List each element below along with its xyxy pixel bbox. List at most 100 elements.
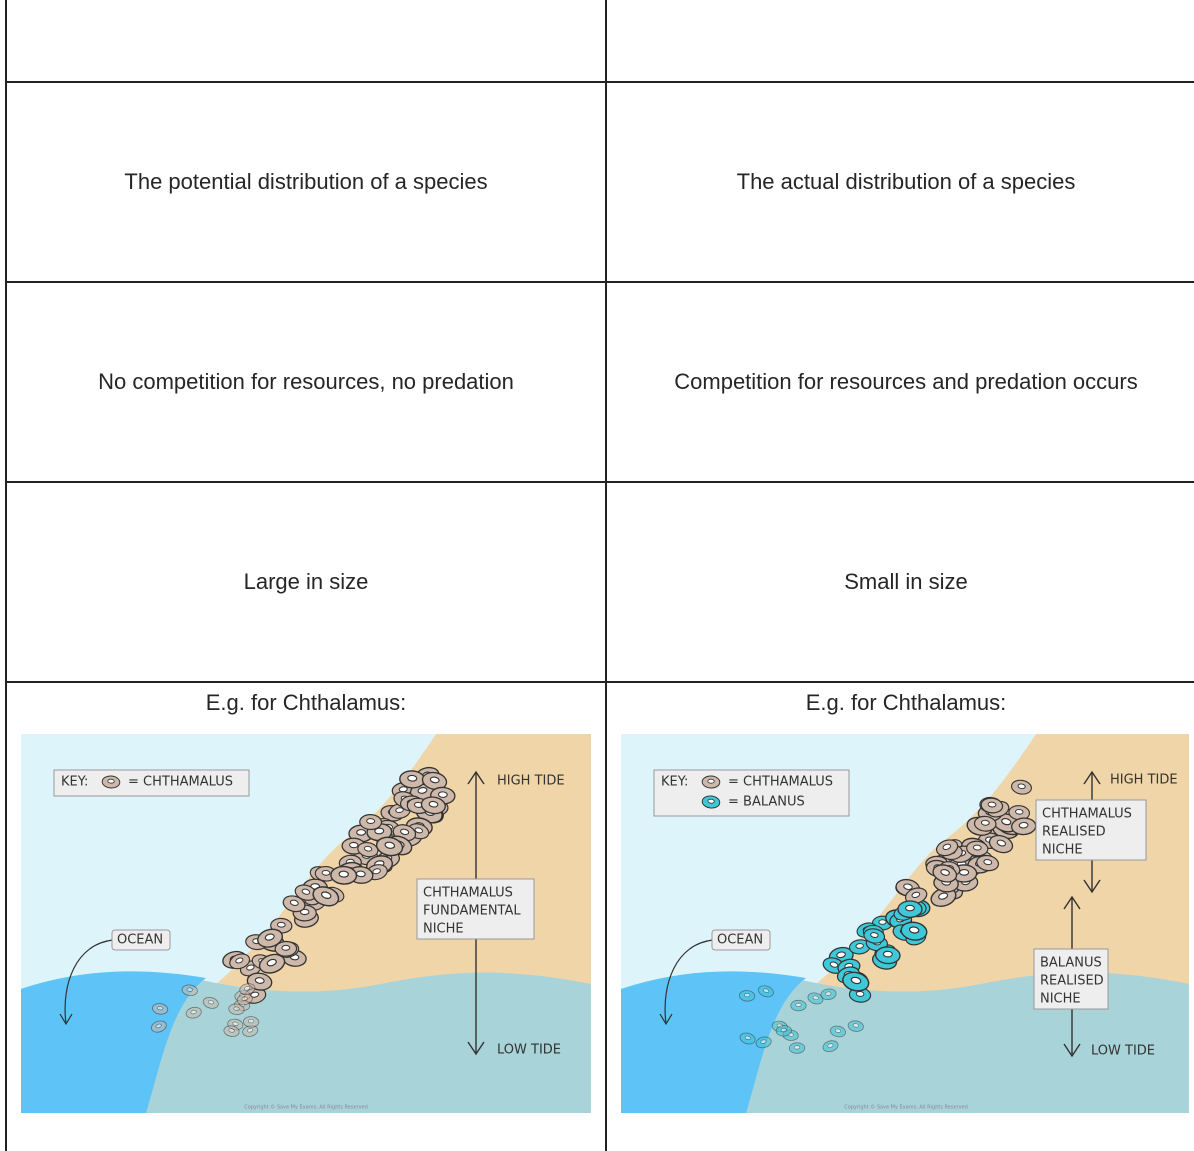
cell-text: Large in size	[243, 569, 369, 594]
niche-label: FUNDAMENTAL	[423, 904, 521, 919]
arrow-head	[467, 1041, 485, 1056]
niche-diagram: KEY: = CHTHAMALUS OCEAN CHTHAMALUS FUNDAMENT…	[21, 734, 591, 1113]
ocean-box	[111, 929, 171, 951]
barnacle	[863, 928, 886, 944]
arrow-head	[1083, 770, 1101, 785]
key-title: KEY:	[661, 775, 688, 790]
barnacle	[257, 928, 283, 948]
barnacle	[223, 1025, 240, 1037]
barnacle	[820, 988, 837, 1001]
table-border	[6, 481, 1194, 483]
barnacle	[357, 842, 379, 858]
barnacle	[101, 775, 121, 789]
arrow-head	[59, 1013, 73, 1026]
arrow-head	[659, 1013, 673, 1026]
high-tide: HIGH TIDE	[497, 774, 565, 789]
ocean-label: OCEAN	[717, 933, 763, 948]
ocean-arrow	[664, 939, 714, 1025]
barnacle	[739, 1032, 756, 1045]
arrow-head	[1063, 1043, 1081, 1058]
barnacle	[330, 865, 358, 885]
arrow-head	[1083, 879, 1101, 894]
table-border	[5, 0, 7, 1151]
cell-text: The actual distribution of a species	[736, 169, 1076, 194]
key-box	[53, 769, 250, 797]
barnacle	[236, 993, 253, 1006]
niche-box	[1033, 948, 1109, 1010]
barnacle	[847, 1020, 864, 1032]
barnacle	[755, 1036, 772, 1049]
caption: E.g. for Chthalamus:	[205, 690, 407, 715]
barnacle	[274, 940, 298, 957]
niche-box	[1035, 799, 1147, 861]
barnacle	[282, 895, 306, 913]
niche-label: CHTHAMALUS	[423, 886, 513, 901]
barnacle	[312, 886, 340, 907]
low-tide: LOW TIDE	[1091, 1044, 1155, 1059]
copyright: Copyright © Save My Exams. All Rights Re…	[844, 1104, 968, 1111]
table-border	[6, 681, 1194, 683]
ocean-label: OCEAN	[117, 933, 163, 948]
barnacle	[1010, 779, 1032, 795]
niche-label: NICHE	[423, 922, 464, 937]
niche-diagram: KEY: = CHTHAMALUS = BALANUS OCEAN CHTHAMALUS…	[621, 734, 1189, 1113]
barnacle	[875, 946, 901, 965]
niche-label: REALISED	[1040, 974, 1104, 989]
barnacle	[790, 999, 807, 1012]
barnacle	[980, 797, 1004, 814]
arrow-head	[1063, 895, 1081, 910]
low-tide: LOW TIDE	[497, 1043, 561, 1058]
barnacle	[935, 839, 959, 857]
barnacle	[181, 984, 198, 997]
barnacle	[897, 900, 923, 919]
key-label: = CHTHAMALUS	[128, 775, 233, 790]
caption: E.g. for Chthalamus:	[805, 690, 1007, 715]
arrow-head	[467, 770, 485, 785]
barnacle	[229, 953, 251, 970]
barnacle	[701, 775, 721, 789]
cell-text: Competition for resources and predation …	[674, 369, 1138, 394]
barnacle	[822, 1040, 839, 1053]
barnacle	[258, 953, 286, 974]
barnacle	[775, 1025, 792, 1037]
barnacle	[758, 985, 774, 998]
barnacle	[242, 1025, 259, 1037]
barnacle	[150, 1020, 167, 1033]
key-box	[653, 769, 850, 817]
barnacle	[788, 1042, 806, 1054]
barnacle	[185, 1006, 202, 1019]
barnacle	[988, 834, 1014, 854]
barnacle	[375, 836, 404, 857]
barnacle	[807, 992, 824, 1005]
key-label: = CHTHAMALUS	[728, 775, 833, 790]
key-label: = BALANUS	[728, 795, 805, 810]
barnacle	[932, 864, 958, 883]
niche-label: CHTHAMALUS	[1042, 807, 1132, 822]
niche-label: NICHE	[1042, 843, 1083, 858]
barnacle	[202, 996, 219, 1009]
barnacle	[829, 1025, 846, 1038]
barnacle	[738, 990, 756, 1002]
table-border	[6, 281, 1194, 283]
barnacle	[421, 771, 448, 791]
barnacle	[228, 1003, 245, 1015]
barnacle	[1011, 817, 1037, 836]
barnacle	[966, 840, 989, 857]
cell-text: No competition for resources, no predati…	[98, 369, 514, 394]
barnacle	[242, 1016, 260, 1028]
barnacle	[152, 1003, 169, 1015]
niche-box	[416, 878, 535, 940]
barnacle	[848, 939, 871, 955]
table-border	[605, 0, 607, 1151]
barnacle	[701, 795, 721, 809]
ocean-box	[711, 929, 771, 951]
cell-text: Small in size	[844, 569, 968, 594]
ocean-arrow	[64, 939, 114, 1025]
table-border	[6, 81, 1194, 83]
high-tide: HIGH TIDE	[1110, 773, 1178, 788]
cell-text: The potential distribution of a species	[124, 169, 488, 194]
niche-label: BALANUS	[1040, 956, 1102, 971]
barnacle	[359, 814, 383, 831]
barnacle	[973, 815, 997, 832]
